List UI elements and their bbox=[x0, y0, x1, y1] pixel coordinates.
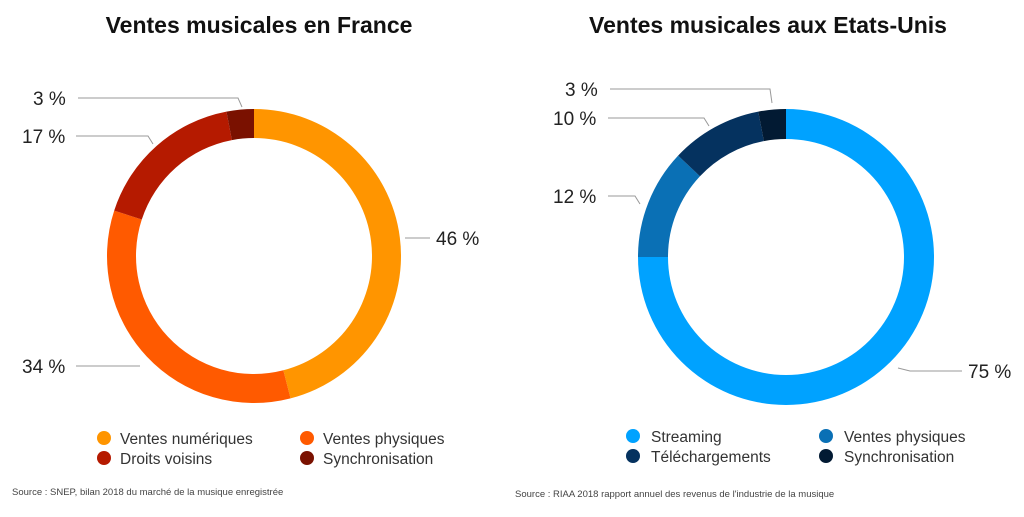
donut-slices bbox=[638, 109, 934, 405]
source-note: Source : SNEP, bilan 2018 du marché de l… bbox=[12, 487, 283, 498]
legend: Streaming Ventes physiques Téléchargemen… bbox=[626, 429, 966, 466]
chart-title: Ventes musicales aux Etats-Unis bbox=[589, 12, 947, 38]
legend-label: Droits voisins bbox=[120, 451, 212, 468]
leader-line bbox=[608, 117, 710, 127]
legend-swatch bbox=[300, 451, 314, 465]
donut-slice bbox=[638, 155, 700, 257]
legend-label: Streaming bbox=[651, 429, 722, 446]
legend-swatch bbox=[819, 429, 833, 443]
data-label: 3 % bbox=[33, 89, 66, 110]
donut-slice bbox=[758, 109, 786, 142]
leader-line bbox=[610, 88, 773, 104]
source-note: Source : RIAA 2018 rapport annuel des re… bbox=[515, 489, 834, 500]
donut-slices bbox=[107, 109, 401, 403]
legend-swatch bbox=[626, 449, 640, 463]
data-label: 10 % bbox=[553, 109, 596, 130]
leader-line bbox=[76, 135, 154, 145]
data-label: 34 % bbox=[22, 357, 65, 378]
legend-label: Ventes physiques bbox=[844, 429, 966, 446]
data-label: 12 % bbox=[553, 187, 596, 208]
legend-label: Ventes numériques bbox=[120, 431, 253, 448]
legend-label: Téléchargements bbox=[651, 449, 771, 466]
legend-swatch bbox=[97, 451, 111, 465]
chart-usa: Ventes musicales aux Etats-Unis 75 % 12 … bbox=[515, 12, 1011, 500]
leader-line bbox=[608, 195, 641, 205]
legend-swatch bbox=[626, 429, 640, 443]
donut-slice bbox=[226, 109, 254, 141]
data-label: 3 % bbox=[565, 80, 598, 101]
legend-label: Synchronisation bbox=[844, 449, 954, 466]
chart-title: Ventes musicales en France bbox=[106, 12, 413, 38]
donut-slice bbox=[114, 111, 232, 220]
leader-line bbox=[897, 367, 962, 372]
chart-france: Ventes musicales en France 46 % 34 % 17 … bbox=[12, 12, 479, 498]
donut-slice bbox=[678, 111, 764, 177]
legend: Ventes numériques Ventes physiques Droit… bbox=[97, 431, 445, 468]
donut-slice bbox=[254, 109, 401, 399]
leader-line bbox=[78, 97, 243, 108]
data-label: 17 % bbox=[22, 127, 65, 148]
legend-label: Synchronisation bbox=[323, 451, 433, 468]
legend-swatch bbox=[97, 431, 111, 445]
legend-swatch bbox=[300, 431, 314, 445]
legend-swatch bbox=[819, 449, 833, 463]
legend-label: Ventes physiques bbox=[323, 431, 445, 448]
donut-slice bbox=[107, 210, 291, 403]
data-label: 75 % bbox=[968, 362, 1011, 383]
data-label: 46 % bbox=[436, 229, 479, 250]
